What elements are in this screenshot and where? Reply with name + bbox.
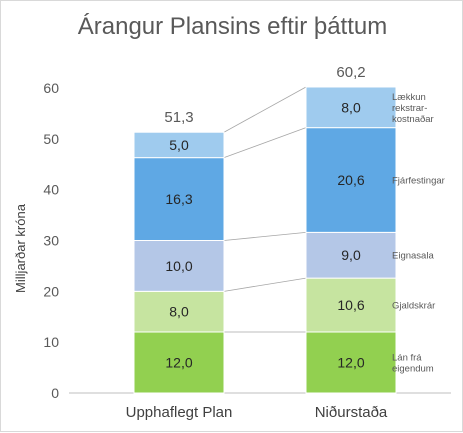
chart-title: Árangur Plansins eftir þáttum	[77, 13, 388, 40]
series-side-label: Lækkun	[392, 92, 426, 103]
bar-segment	[305, 331, 397, 394]
connector-line	[223, 231, 307, 241]
segment-value-label: 10,6	[337, 297, 364, 313]
series-side-label: Fjárfestingar	[392, 176, 445, 187]
connector-line	[223, 277, 307, 292]
segment-value-label: 8,0	[169, 304, 189, 320]
bar-segment	[133, 131, 225, 159]
bar-segment	[305, 127, 397, 233]
segment-value-label: 10,0	[165, 258, 192, 274]
bar-segment	[305, 86, 397, 129]
x-category-label: Upphaflegt Plan	[126, 404, 233, 421]
connector-line	[223, 127, 307, 159]
y-tick-label: 20	[43, 283, 59, 299]
y-axis-label: Milljarðar króna	[13, 203, 28, 293]
bar-total-label: 60,2	[336, 64, 365, 81]
y-tick-label: 0	[51, 385, 59, 401]
segment-value-label: 12,0	[337, 355, 364, 371]
y-tick-label: 30	[43, 233, 59, 249]
series-side-label: kostnaðar	[392, 114, 434, 125]
bar-segment	[133, 331, 225, 394]
bar-segment	[133, 157, 225, 241]
series-side-label: rekstrar-	[392, 103, 427, 114]
y-tick-label: 40	[43, 182, 59, 198]
series-side-label: Eignasala	[392, 251, 434, 262]
segment-value-label: 8,0	[341, 99, 361, 115]
y-tick-label: 60	[43, 80, 59, 96]
y-tick-label: 10	[43, 334, 59, 350]
series-side-label: Lán frá	[392, 353, 422, 364]
segment-value-label: 9,0	[341, 247, 361, 263]
x-category-label: Niðurstaða	[315, 404, 388, 421]
series-side-label: eigendum	[392, 364, 434, 375]
segment-value-label: 20,6	[337, 172, 364, 188]
y-tick-label: 50	[43, 131, 59, 147]
segment-value-label: 12,0	[165, 355, 192, 371]
segment-value-label: 16,3	[165, 191, 192, 207]
connector-line	[223, 86, 307, 133]
bar-total-label: 51,3	[164, 109, 193, 126]
segment-value-label: 5,0	[169, 137, 189, 153]
series-side-label: Gjaldskrár	[392, 301, 435, 312]
